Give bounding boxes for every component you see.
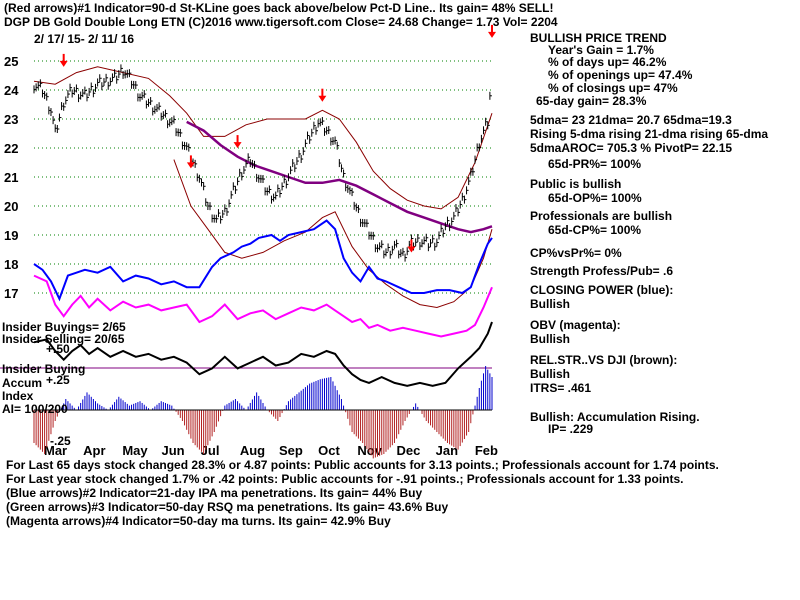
y-tick-19: 19 bbox=[4, 228, 18, 243]
cp-vs-pr: CP%vsPr%= 0% bbox=[530, 246, 622, 260]
sell-arrow-head-icon bbox=[233, 142, 242, 149]
cp-pct: 65d-CP%= 100% bbox=[548, 223, 642, 237]
years-gain: Year's Gain = 1.7% bbox=[548, 43, 654, 57]
obv-label: OBV (magenta): bbox=[530, 318, 621, 332]
x-tick-sep: Sep bbox=[279, 443, 303, 458]
y-tick-21: 21 bbox=[4, 170, 18, 185]
x-tick-nov: Nov bbox=[357, 443, 382, 458]
relstr-line bbox=[33, 321, 493, 387]
insider-selling: Insider Selling= 20/65 bbox=[2, 332, 125, 346]
obv-status: Bullish bbox=[530, 332, 571, 346]
x-tick-mar: Mar bbox=[44, 443, 67, 458]
closing-power-status: Bullish bbox=[530, 297, 571, 311]
footer-blue-arrows: (Blue arrows)#2 Indicator=21-day IPA ma … bbox=[6, 486, 423, 500]
obv-line bbox=[33, 274, 493, 338]
rising-mas: Rising 5-dma rising 21-dma rising 65-dma bbox=[530, 127, 769, 141]
indicator-header: (Red arrows)#1 Indicator=90-d St-KLine g… bbox=[4, 1, 554, 15]
y-tick-18: 18 bbox=[4, 257, 18, 272]
lower_band-line bbox=[173, 159, 493, 309]
y-tick-22: 22 bbox=[4, 141, 18, 156]
x-tick-oct: Oct bbox=[318, 443, 340, 458]
openings-up: % of openings up= 47.4% bbox=[548, 68, 693, 82]
footer-line-year: For Last year stock changed 1.7% or .42 … bbox=[6, 472, 684, 486]
ai-value: AI= 100/200 bbox=[2, 402, 68, 416]
sell-arrow-head-icon bbox=[488, 31, 496, 38]
ai-label-minus25: -.25 bbox=[50, 434, 71, 448]
ma65-line bbox=[186, 120, 493, 234]
professionals-status: Professionals are bullish bbox=[530, 209, 673, 223]
accum-label: Accum bbox=[2, 376, 43, 390]
index-label: Index bbox=[2, 389, 34, 403]
sell-arrow-head-icon bbox=[318, 95, 327, 102]
itrs-value: ITRS= .461 bbox=[530, 381, 592, 395]
y-tick-17: 17 bbox=[4, 286, 18, 301]
x-tick-apr: Apr bbox=[83, 443, 105, 458]
pr-pct: 65d-PR%= 100% bbox=[548, 157, 642, 171]
gain-65: 65-day gain= 28.3% bbox=[536, 94, 647, 108]
y-tick-20: 20 bbox=[4, 199, 18, 214]
x-tick-dec: Dec bbox=[397, 443, 421, 458]
upper_band-line bbox=[33, 66, 493, 210]
accumulation-status: Bullish: Accumulation Rising. bbox=[530, 410, 700, 424]
ai-label-plus50: +.50 bbox=[46, 342, 70, 356]
sell-arrow-head-icon bbox=[59, 60, 68, 67]
insider-buying-label: Insider Buying bbox=[2, 362, 86, 376]
dma-values: 5dma= 23 21dma= 20.7 65dma=19.3 bbox=[530, 113, 732, 127]
trend-title: BULLISH PRICE TREND bbox=[530, 31, 667, 45]
sell-arrow-head-icon bbox=[186, 162, 195, 169]
x-tick-aug: Aug bbox=[240, 443, 265, 458]
closing_power-line bbox=[33, 219, 493, 302]
footer-green-arrows: (Green arrows)#3 Indicator=50-day RSQ ma… bbox=[6, 500, 449, 514]
aroc-pivot: 5dmaAROC= 705.3 % PivotP= 22.15 bbox=[530, 141, 733, 155]
footer-magenta-arrows: (Magenta arrows)#4 Indicator=50-day ma t… bbox=[6, 514, 391, 528]
relstr-status: Bullish bbox=[530, 367, 571, 381]
y-tick-25: 25 bbox=[4, 54, 18, 69]
ip-value: IP= .229 bbox=[548, 422, 594, 436]
strength-ratio: Strength Profess/Pub= .6 bbox=[530, 264, 674, 278]
ticker-summary: DGP DB Gold Double Long ETN (C)2016 www.… bbox=[4, 15, 558, 29]
closing-power-label: CLOSING POWER (blue): bbox=[530, 283, 674, 297]
public-status: Public is bullish bbox=[530, 177, 622, 191]
x-tick-may: May bbox=[122, 443, 148, 458]
op-pct: 65d-OP%= 100% bbox=[548, 191, 642, 205]
y-tick-23: 23 bbox=[4, 112, 18, 127]
x-tick-jun: Jun bbox=[162, 443, 185, 458]
footer-line-65d: For Last 65 days stock changed 28.3% or … bbox=[6, 458, 719, 472]
days-up: % of days up= 46.2% bbox=[548, 55, 667, 69]
sell-arrow-head-icon bbox=[407, 246, 416, 253]
x-tick-feb: Feb bbox=[475, 443, 498, 458]
insider-buyings: Insider Buyings= 2/65 bbox=[2, 320, 126, 334]
y-tick-24: 24 bbox=[4, 83, 19, 98]
ai-label-plus25: +.25 bbox=[46, 373, 70, 387]
date-range: 2/ 17/ 15- 2/ 11/ 16 bbox=[34, 32, 135, 46]
relstr-label: REL.STR..VS DJI (brown): bbox=[530, 353, 678, 367]
x-tick-jan: Jan bbox=[436, 443, 458, 458]
closings-up: % of closings up= 47% bbox=[548, 81, 678, 95]
